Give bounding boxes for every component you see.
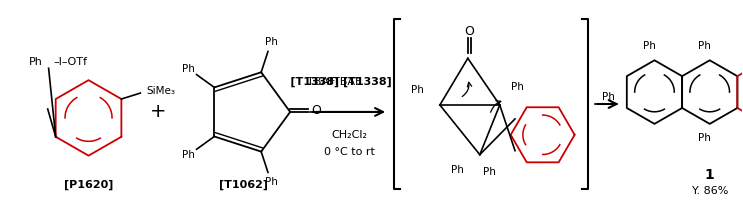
Text: CH₂Cl₂: CH₂Cl₂ xyxy=(331,130,367,140)
Text: O: O xyxy=(311,104,321,118)
Text: Ph: Ph xyxy=(643,41,656,51)
Text: Ph: Ph xyxy=(265,37,277,47)
Text: 0 °C to rt: 0 °C to rt xyxy=(324,147,374,157)
Text: Ph: Ph xyxy=(602,92,615,102)
Text: Ph: Ph xyxy=(484,167,496,177)
Text: Ph: Ph xyxy=(265,177,277,187)
Text: TBAF: TBAF xyxy=(307,77,339,87)
Text: +: + xyxy=(150,103,166,121)
Text: O: O xyxy=(464,25,474,38)
Text: [T1062]: [T1062] xyxy=(218,179,267,189)
Text: –I–OTf: –I–OTf xyxy=(53,57,88,67)
Text: [T1338]: [T1338] xyxy=(343,77,392,87)
Text: 1: 1 xyxy=(705,167,715,182)
Text: [T1338]: [T1338] xyxy=(271,77,339,87)
Text: [P1620]: [P1620] xyxy=(64,179,113,189)
Text: TBAF: TBAF xyxy=(333,77,365,87)
Text: Ph: Ph xyxy=(698,41,711,51)
Text: Ph: Ph xyxy=(29,57,42,67)
Text: Ph: Ph xyxy=(698,133,711,143)
Text: SiMe₃: SiMe₃ xyxy=(146,86,175,96)
Text: Ph: Ph xyxy=(452,165,464,175)
Text: Y. 86%: Y. 86% xyxy=(692,186,728,196)
Text: Ph: Ph xyxy=(182,64,195,74)
Text: Ph: Ph xyxy=(182,150,195,160)
Text: Ph: Ph xyxy=(511,82,524,92)
Text: Ph: Ph xyxy=(412,85,424,95)
